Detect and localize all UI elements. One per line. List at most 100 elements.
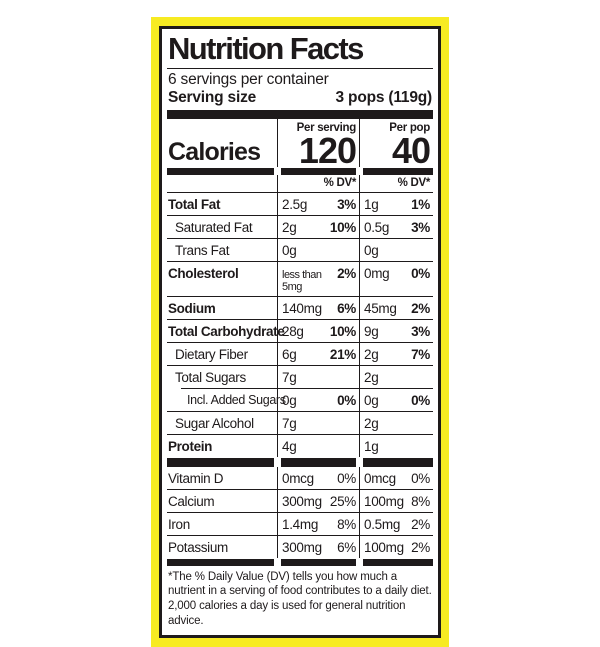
amount: 7g [282,415,297,431]
amount: 0mg [364,265,390,281]
amount: 100mg [364,539,404,555]
vitamin-per-pop: 0mcg 0% [359,466,433,489]
vitamin-per-serving: 0mcg 0% [277,466,359,489]
calories-per-pop-cell: Per pop 40 [359,118,433,171]
per-pop-header: Per pop [389,121,430,134]
servings-per-container: 6 servings per container [168,70,329,88]
nutrient-per-serving: 2.5g 3% [277,191,359,215]
bar-segment [277,167,359,175]
nutrition-facts-panel: Nutrition Facts 6 servings per container… [159,26,441,638]
dv-header-per-pop: % DV* [359,174,433,192]
nutrient-per-pop: 0mg 0% [359,260,433,296]
daily-value: 2% [411,539,430,555]
nutrient-per-pop: 0.5g 3% [359,214,433,238]
nutrient-per-serving: 0g 0% [277,387,359,411]
nutrient-per-pop: 1g [359,433,433,457]
dv-header-spacer [167,175,277,192]
amount: 6g [282,346,297,362]
nutrient-per-serving: 140mg 6% [277,295,359,319]
amount: 0mcg [282,470,314,486]
amount: 0.5g [364,219,390,235]
nutrient-name: Total Fat [167,191,277,215]
amount: 2.5g [282,196,308,212]
daily-value-footnote: *The % Daily Value (DV) tells you how mu… [168,570,432,627]
nutrient-name: Saturated Fat [167,214,277,238]
amount: 2g [282,219,297,235]
nutrient-name: Trans Fat [167,237,277,261]
nutrient-name: Protein [167,433,277,457]
amount: 9g [364,323,379,339]
bar-segment [359,167,433,175]
daily-value: 3% [337,196,356,212]
bar-segment [167,457,277,467]
amount: 28g [282,323,304,339]
yellow-package-frame: Nutrition Facts 6 servings per container… [151,17,449,647]
nutrient-per-serving: 0g [277,237,359,261]
amount: 4g [282,438,297,454]
vitamin-per-pop: 100mg 8% [359,488,433,512]
bar-segment [277,558,359,566]
amount: 7g [282,369,297,385]
amount: 0.5mg [364,516,401,532]
amount: less than 5mg [282,268,322,293]
daily-value: 6% [337,300,356,316]
daily-value: 8% [411,493,430,509]
nutrient-name: Cholesterol [167,260,277,296]
nutrient-per-pop: 0g [359,237,433,261]
nutrient-per-pop: 0g 0% [359,387,433,411]
amount: 0g [282,242,297,258]
nutrient-per-pop: 9g 3% [359,318,433,342]
amount: 0g [364,242,379,258]
nutrition-facts-title: Nutrition Facts [167,32,433,69]
amount: 1g [364,196,379,212]
vitamin-per-pop: 100mg 2% [359,534,433,558]
section-divider-bar [167,109,433,119]
nutrient-per-serving: less than 5mg 2% [277,260,359,296]
amount: 0g [364,392,379,408]
calories-per-serving-cell: Per serving 120 [277,118,359,171]
daily-value: 0% [411,392,430,408]
nutrient-per-serving: 28g 10% [277,318,359,342]
serving-size-value: 3 pops (119g) [335,88,433,106]
daily-value: 1% [411,196,430,212]
calories-label: Calories [168,137,261,166]
bar-segment [359,558,433,566]
daily-value: 0% [337,392,356,408]
amount: 2g [364,346,379,362]
daily-value: 0% [337,470,356,486]
vitamin-per-serving: 300mg 25% [277,488,359,512]
nutrient-per-serving: 6g 21% [277,341,359,365]
amount: 45mg [364,300,397,316]
calories-per-pop-value: 40 [391,129,431,171]
daily-value: 10% [329,219,356,235]
daily-value: 21% [329,346,356,362]
bar-segment [167,167,277,175]
daily-value: 8% [337,516,356,532]
daily-value: 2% [411,516,430,532]
amount: 100mg [364,493,404,509]
nutrient-per-serving: 7g [277,410,359,434]
daily-value: 6% [337,539,356,555]
nutrient-name: Total Sugars [167,364,277,388]
nutrient-name: Dietary Fiber [167,341,277,365]
nutrient-per-pop: 2g 7% [359,341,433,365]
amount: 0mcg [364,470,396,486]
calories-per-serving-value: 120 [298,129,357,171]
nutrient-per-serving: 4g [277,433,359,457]
vitamin-name: Calcium [167,488,277,512]
vitamin-per-serving: 1.4mg 8% [277,511,359,535]
daily-value: 2% [411,300,430,316]
serving-size-label: Serving size [168,88,257,106]
daily-value: 2% [337,265,356,281]
amount: 300mg [282,493,322,509]
amount: 1.4mg [282,516,319,532]
nutrient-per-pop: 45mg 2% [359,295,433,319]
nutrient-name: Incl. Added Sugars [167,387,286,411]
daily-value: 25% [329,493,356,509]
dv-header-per-serving: % DV* [277,174,359,192]
vitamin-name: Potassium [167,534,277,558]
amount: 140mg [282,300,322,316]
vitamin-per-serving: 300mg 6% [277,534,359,558]
nutrient-name: Sodium [167,295,277,319]
daily-value: 3% [411,323,430,339]
